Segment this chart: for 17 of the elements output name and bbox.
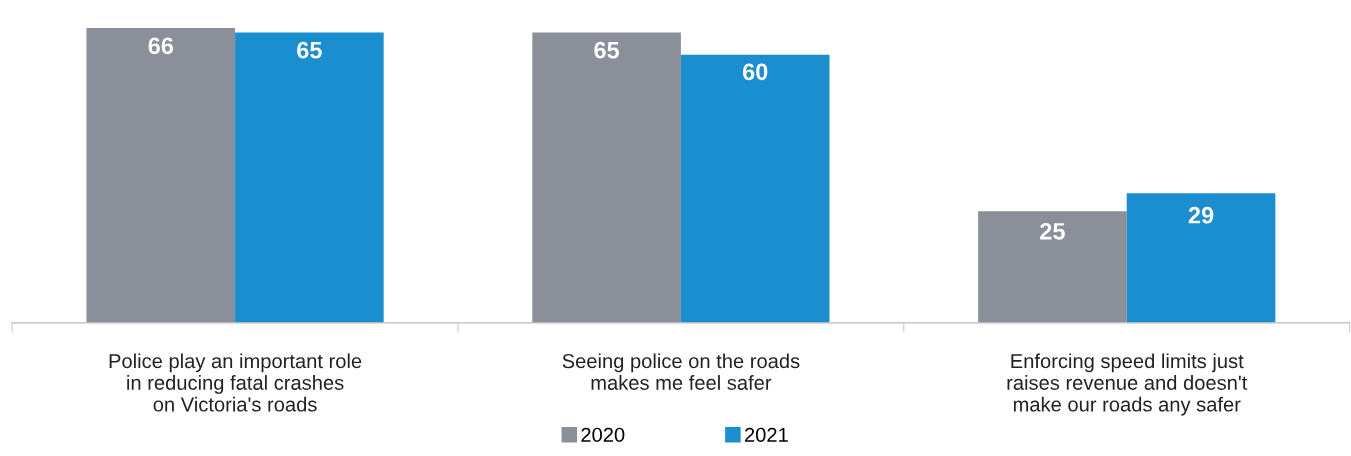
bar xyxy=(86,27,236,323)
x-tick-label: Police play an important role in reducing fatal crashes on Victoria's roads xyxy=(109,353,362,412)
x-tick-label: Seeing police on the roads makes me feel safer xyxy=(562,353,800,390)
x-tick-label: Enforcing speed limits just raises revenue and doesn't make our roads any safer xyxy=(1007,353,1248,416)
bar xyxy=(1126,193,1276,323)
data-label: 65 xyxy=(594,41,620,59)
data-label: 60 xyxy=(742,63,768,81)
bar xyxy=(532,32,681,323)
bar xyxy=(680,54,830,323)
bar xyxy=(235,32,384,323)
data-label: 25 xyxy=(1040,222,1065,240)
data-label: 65 xyxy=(297,41,322,59)
legend-label: 2020 xyxy=(581,427,625,442)
data-label: 29 xyxy=(1188,206,1214,224)
bar xyxy=(978,211,1127,323)
data-label: 66 xyxy=(148,37,174,55)
legend-label: 2021 xyxy=(744,427,788,442)
